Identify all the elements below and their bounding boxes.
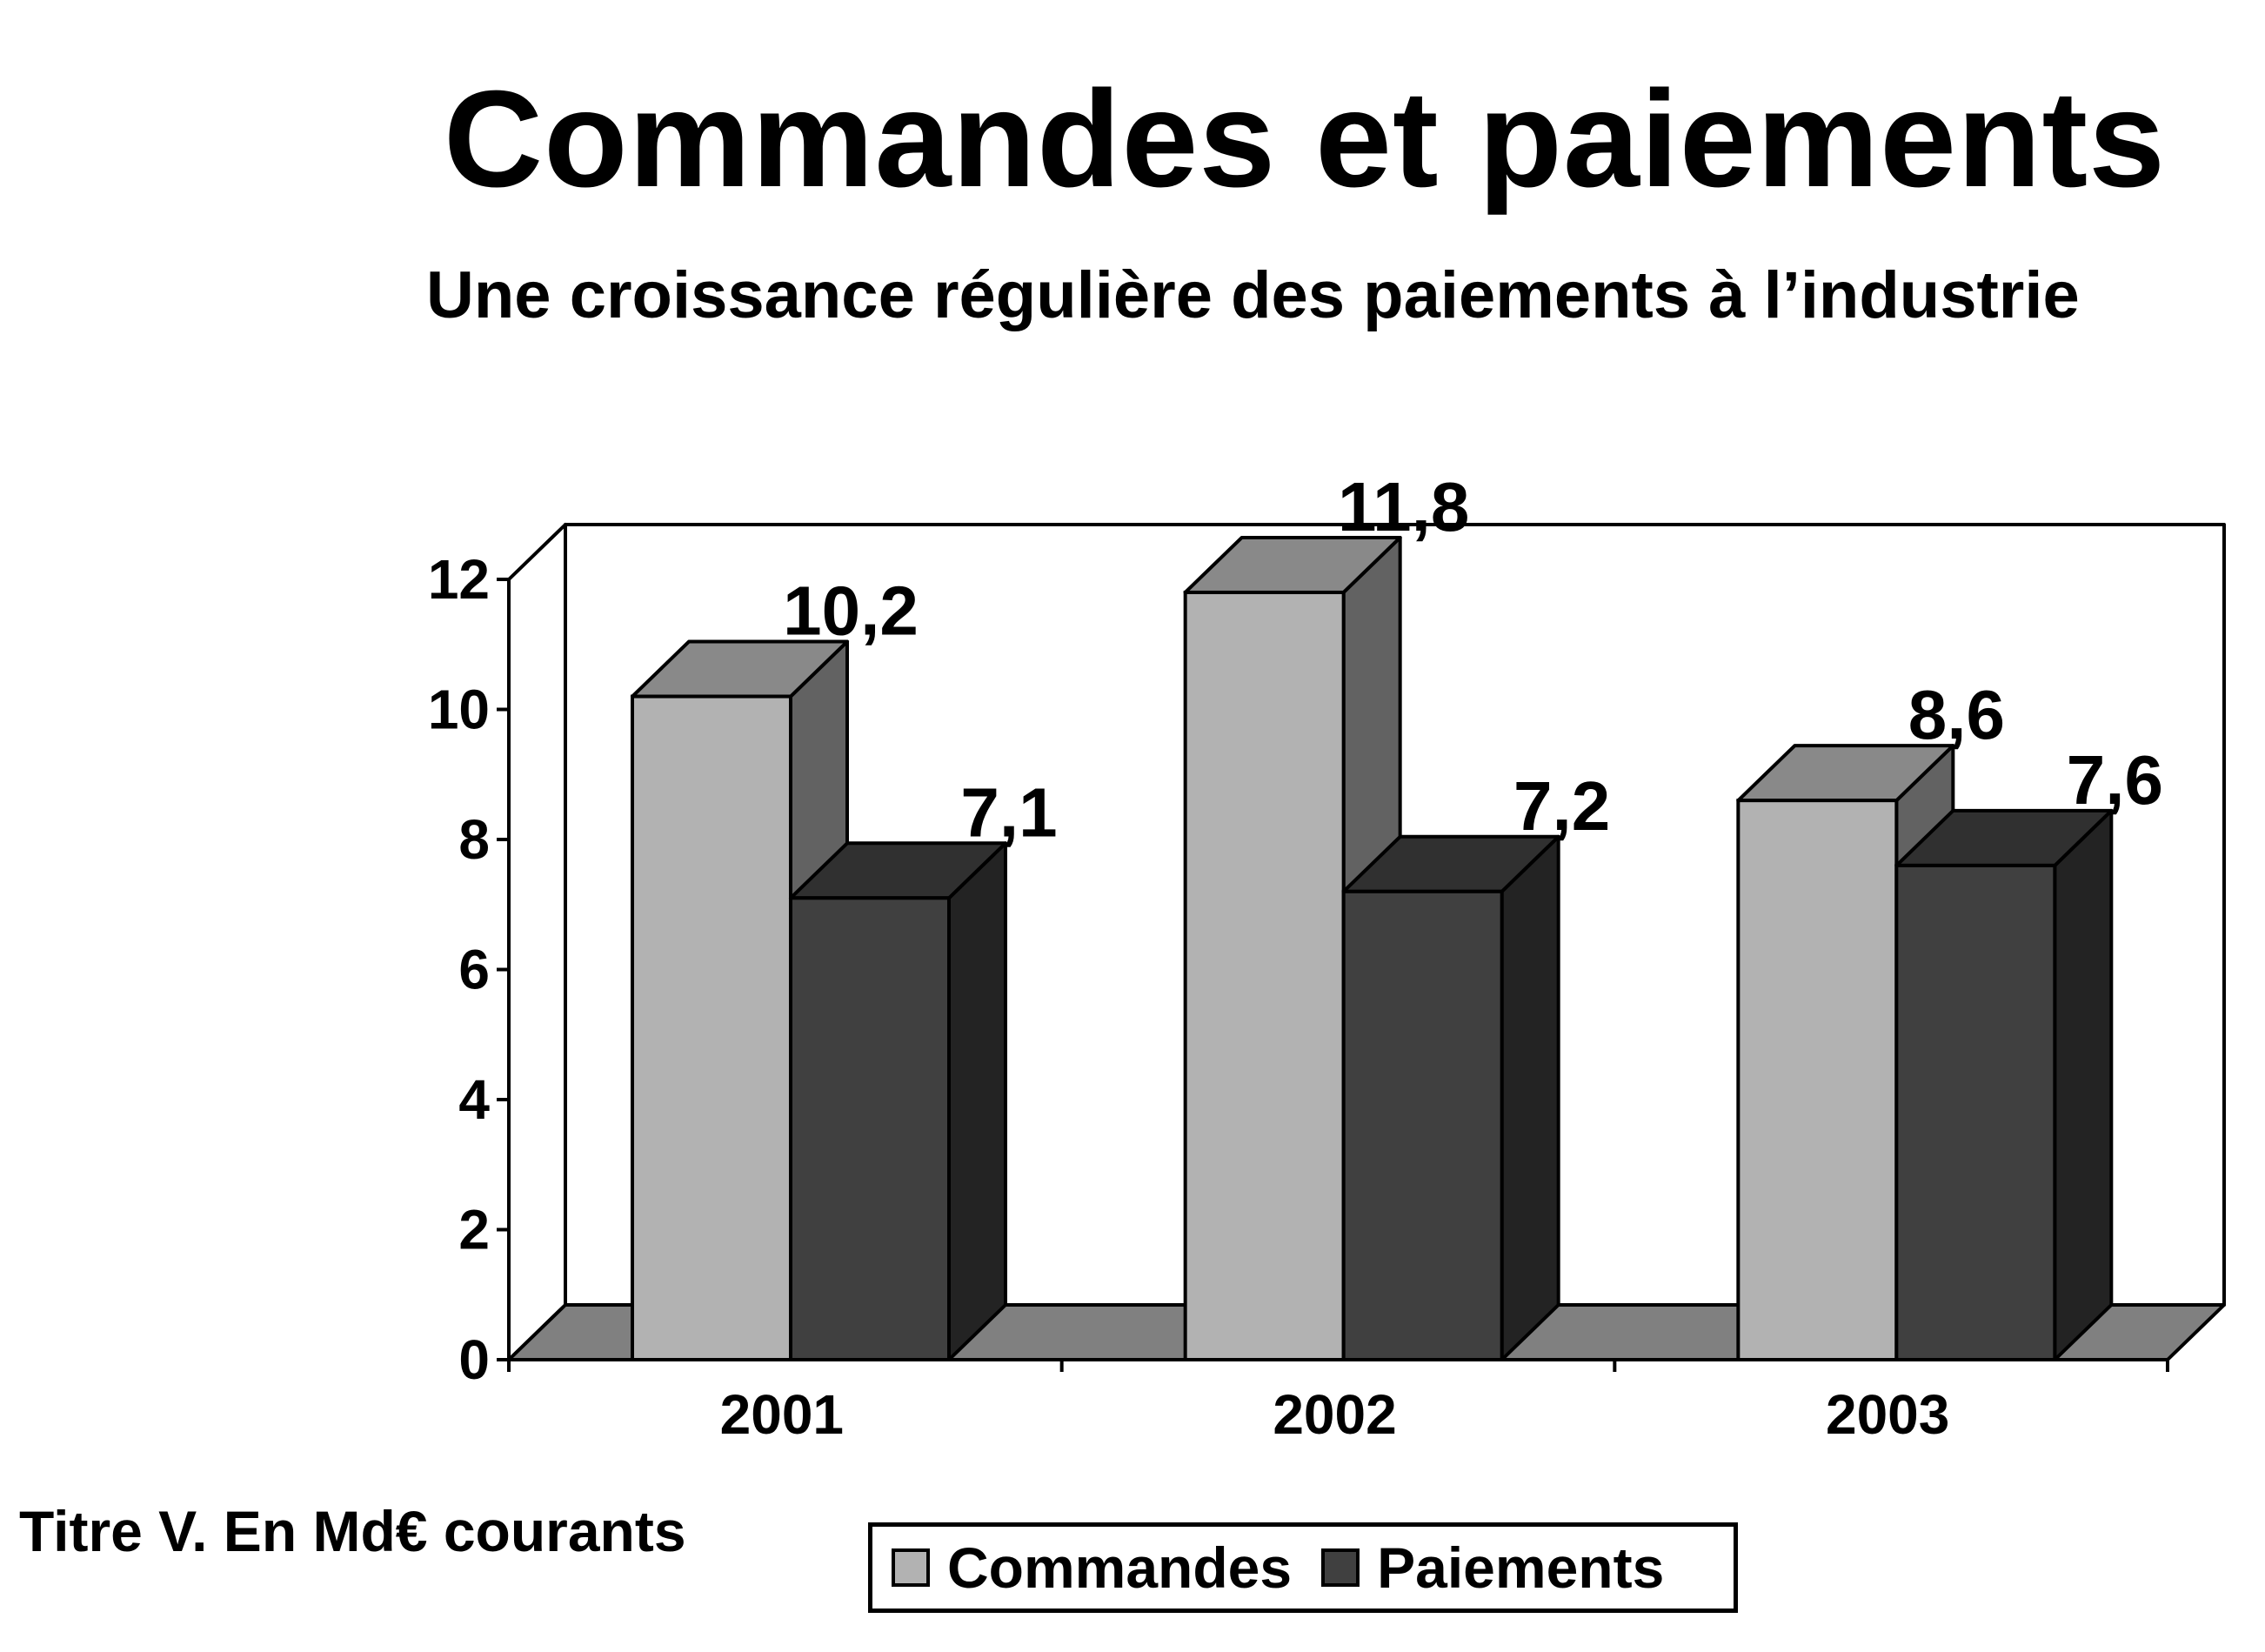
data-label: 7,6 — [2067, 741, 2163, 819]
legend-label-paiements: Paiements — [1377, 1535, 1665, 1600]
legend-item-paiements: Paiements — [1321, 1535, 1664, 1601]
y-tick-label: 8 — [458, 808, 490, 871]
bar-paiements — [1341, 889, 1504, 1362]
bar-commandes — [1183, 590, 1346, 1361]
data-label: 10,2 — [783, 572, 919, 650]
y-tick-label: 2 — [458, 1199, 490, 1261]
y-tick-label: 4 — [458, 1068, 490, 1131]
data-label: 7,2 — [1513, 767, 1610, 845]
x-tick-label: 2002 — [1273, 1383, 1396, 1446]
x-tick-label: 2003 — [1826, 1383, 1949, 1446]
y-tick-label: 6 — [458, 939, 490, 1001]
bar-paiements — [789, 896, 951, 1361]
legend-item-commandes: Commandes — [892, 1535, 1292, 1601]
bar-side-paiements — [947, 841, 1007, 1361]
bar-side-paiements — [2053, 808, 2114, 1361]
y-tick-label: 0 — [458, 1328, 490, 1391]
data-label: 8,6 — [1908, 676, 2005, 753]
side-wall — [507, 523, 567, 1361]
data-label: 11,8 — [1338, 468, 1469, 545]
legend-label-commandes: Commandes — [947, 1535, 1293, 1600]
bar-commandes — [1736, 799, 1899, 1361]
x-tick-label: 2001 — [720, 1383, 844, 1446]
bar-paiements — [1894, 863, 2057, 1361]
chart-subtitle: Une croissance régulière des paiements à… — [426, 258, 2080, 332]
chart-title: Commandes et paiements — [443, 63, 2167, 216]
bar-side-paiements — [1500, 834, 1560, 1361]
units-note: Titre V. En Md€ courants — [19, 1499, 686, 1563]
y-tick-label: 12 — [428, 548, 490, 611]
legend: Commandes Paiements — [868, 1522, 1738, 1613]
bar-commandes — [631, 694, 792, 1361]
legend-swatch-commandes — [892, 1548, 930, 1587]
data-label: 7,1 — [960, 773, 1057, 851]
legend-swatch-paiements — [1321, 1548, 1360, 1587]
y-tick-label: 10 — [428, 679, 490, 741]
